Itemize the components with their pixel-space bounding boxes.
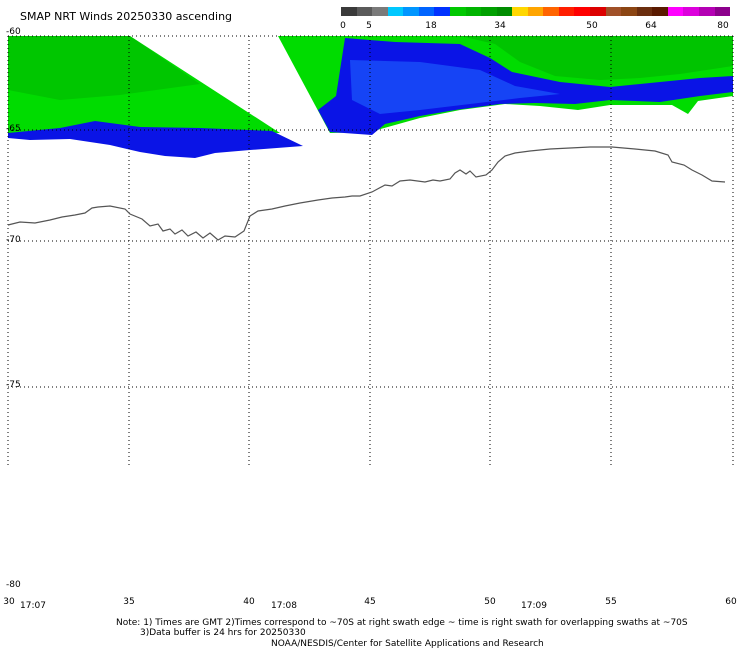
colorbar-label: 34 bbox=[494, 21, 506, 31]
colorbar-swatch bbox=[496, 7, 513, 16]
colorbar-label: 64 bbox=[645, 21, 657, 31]
lon-label: 50 bbox=[484, 597, 496, 607]
note-line-3: NOAA/NESDIS/Center for Satellite Applica… bbox=[271, 639, 544, 649]
colorbar-label: 5 bbox=[366, 21, 372, 31]
colorbar-swatch bbox=[356, 7, 373, 16]
time-label: 17:08 bbox=[271, 601, 297, 611]
time-label: 17:07 bbox=[20, 601, 46, 611]
lon-label: 55 bbox=[605, 597, 617, 607]
colorbar-label: 18 bbox=[425, 21, 437, 31]
note-line-2: 3)Data buffer is 24 hrs for 20250330 bbox=[140, 628, 306, 638]
colorbar-swatch bbox=[387, 7, 404, 16]
colorbar-swatch bbox=[434, 7, 450, 16]
lat-label: -80 bbox=[6, 580, 21, 590]
colorbar-swatch bbox=[481, 7, 497, 16]
wind-swath-left-dark-green bbox=[8, 36, 200, 100]
colorbar-label: 0 bbox=[340, 21, 346, 31]
wind-swath-left-blue bbox=[8, 121, 303, 158]
colorbar-swatch bbox=[714, 7, 731, 16]
lon-label: 35 bbox=[123, 597, 135, 607]
colorbar-label: 80 bbox=[717, 21, 729, 31]
colorbar-swatch bbox=[667, 7, 684, 16]
colorbar-swatch bbox=[558, 7, 575, 16]
colorbar-swatch bbox=[698, 7, 715, 16]
colorbar-swatch bbox=[574, 7, 590, 16]
colorbar-label: 50 bbox=[586, 21, 598, 31]
colorbar-swatch bbox=[449, 7, 466, 16]
colorbar-swatch bbox=[341, 7, 357, 16]
antarctic-coastline bbox=[7, 146, 726, 241]
colorbar-swatch bbox=[403, 7, 419, 16]
wind-swath-right-dark-green bbox=[460, 36, 733, 80]
colorbar-swatch bbox=[465, 7, 482, 16]
wind-speed-colorbar bbox=[341, 7, 731, 16]
lat-label: -70 bbox=[6, 235, 21, 245]
lon-label: 45 bbox=[364, 597, 376, 607]
wind-swath-right-light-blue bbox=[350, 60, 560, 114]
colorbar-swatch bbox=[372, 7, 388, 16]
colorbar-swatch bbox=[652, 7, 668, 16]
lat-label: -75 bbox=[6, 380, 21, 390]
lon-label: 60 bbox=[725, 597, 737, 607]
lon-label: 40 bbox=[243, 597, 255, 607]
graticule bbox=[7, 35, 734, 465]
colorbar-swatch bbox=[527, 7, 544, 16]
colorbar-swatch bbox=[683, 7, 699, 16]
colorbar-swatch bbox=[418, 7, 435, 16]
lat-label: -60 bbox=[6, 27, 21, 37]
time-label: 17:09 bbox=[521, 601, 547, 611]
colorbar-swatch bbox=[590, 7, 606, 16]
colorbar-swatch bbox=[543, 7, 559, 16]
colorbar-swatch bbox=[636, 7, 653, 16]
lon-label: 30 bbox=[3, 597, 15, 607]
colorbar-swatch bbox=[512, 7, 528, 16]
colorbar-swatch bbox=[621, 7, 637, 16]
map-title: SMAP NRT Winds 20250330 ascending bbox=[20, 10, 233, 23]
lat-label: -65 bbox=[6, 124, 21, 134]
note-line-1: Note: 1) Times are GMT 2)Times correspon… bbox=[116, 618, 688, 628]
colorbar-swatch bbox=[605, 7, 622, 16]
